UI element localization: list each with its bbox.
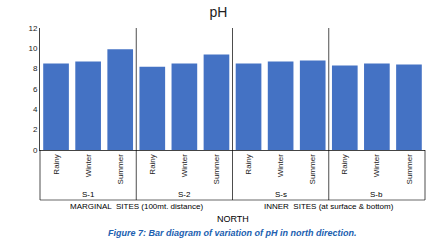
- svg-text:S-b: S-b: [370, 190, 383, 199]
- svg-text:12: 12: [28, 24, 37, 33]
- svg-text:Rainy: Rainy: [52, 154, 61, 174]
- svg-text:Summer: Summer: [308, 154, 317, 185]
- svg-text:S-s: S-s: [275, 190, 287, 199]
- svg-text:Rainy: Rainy: [340, 154, 349, 174]
- svg-text:Winter: Winter: [180, 154, 189, 177]
- svg-text:Summer: Summer: [405, 154, 414, 185]
- svg-text:Winter: Winter: [276, 154, 285, 177]
- svg-text:NORTH: NORTH: [217, 214, 249, 224]
- svg-text:pH: pH: [210, 4, 228, 20]
- svg-text:8: 8: [33, 64, 38, 73]
- svg-text:S-2: S-2: [178, 190, 191, 199]
- svg-text:S-1: S-1: [82, 190, 95, 199]
- svg-text:Figure 7: Bar diagram of varia: Figure 7: Bar diagram of variation of pH…: [108, 228, 357, 238]
- svg-text:Rainy: Rainy: [148, 154, 157, 174]
- svg-text:Summer: Summer: [116, 154, 125, 185]
- svg-text:MARGINAL SITES (100mt. distan: MARGINAL SITES (100mt. distance): [70, 202, 203, 211]
- svg-text:4: 4: [33, 105, 38, 114]
- svg-text:Rainy: Rainy: [244, 154, 253, 174]
- svg-text:INNER SITES (at surface & bot: INNER SITES (at surface & bottom): [264, 202, 394, 211]
- svg-text:10: 10: [28, 44, 37, 53]
- svg-text:Summer: Summer: [212, 154, 221, 185]
- svg-text:Winter: Winter: [84, 154, 93, 177]
- svg-text:Winter: Winter: [372, 154, 381, 177]
- svg-text:0: 0: [33, 146, 38, 155]
- svg-text:2: 2: [33, 125, 38, 134]
- svg-text:6: 6: [33, 85, 38, 94]
